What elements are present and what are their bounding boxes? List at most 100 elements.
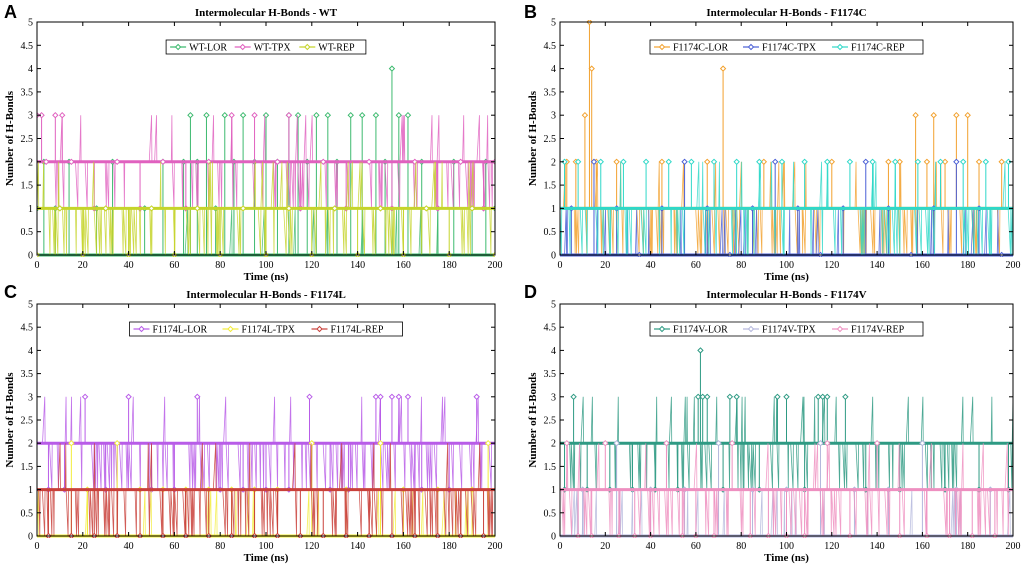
data-point-marker <box>125 393 132 401</box>
y-axis-label: Number of H-Bonds <box>527 90 539 186</box>
data-point-marker <box>194 205 201 212</box>
legend-label: F1174L-LOR <box>153 325 208 336</box>
legend-item[interactable]: F1174L-TPX <box>222 325 296 336</box>
data-point-marker <box>377 439 384 447</box>
x-tick-label: 100 <box>259 541 274 552</box>
legend-label: WT-TPX <box>254 43 292 54</box>
data-point-marker <box>756 158 763 166</box>
panel-letter: C <box>4 282 17 302</box>
data-point-marker <box>473 393 480 401</box>
data-point-marker <box>914 158 922 166</box>
x-tick-label: 140 <box>870 541 885 552</box>
data-point-marker <box>347 111 354 119</box>
x-tick-label: 200 <box>1006 541 1021 552</box>
x-axis-label: Time (ns) <box>244 552 289 564</box>
x-tick-label: 100 <box>259 260 274 271</box>
y-axis-label: Number of H-Bonds <box>4 372 16 468</box>
x-tick-label: 140 <box>350 260 365 271</box>
data-point-marker <box>896 158 903 166</box>
data-point-marker <box>56 205 64 212</box>
y-tick-label: 0 <box>551 532 556 543</box>
y-tick-label: 2 <box>28 439 33 450</box>
y-tick-label: 2 <box>551 439 556 450</box>
y-tick-label: 1.5 <box>21 181 34 192</box>
y-tick-label: 5 <box>551 18 556 29</box>
x-tick-label: 80 <box>736 541 746 552</box>
x-tick-label: 100 <box>779 260 794 271</box>
y-tick-label: 0.5 <box>21 227 34 238</box>
y-tick-label: 4.5 <box>544 41 557 52</box>
x-tick-label: 0 <box>558 260 563 271</box>
x-tick-label: 180 <box>960 541 975 552</box>
data-point-marker <box>783 393 790 401</box>
series-f1174v-rep <box>560 439 1013 538</box>
panel-letter: A <box>4 2 17 22</box>
data-point-marker <box>159 158 167 166</box>
legend-box <box>129 321 403 337</box>
data-point-marker <box>930 111 937 119</box>
data-point-marker <box>824 158 831 166</box>
x-tick-label: 40 <box>646 541 656 552</box>
x-tick-label: 60 <box>691 541 701 552</box>
legend-swatch-marker <box>174 43 182 51</box>
data-point-marker <box>102 205 109 212</box>
data-point-marker <box>975 158 983 166</box>
data-point-marker <box>38 111 45 119</box>
legend-item[interactable]: WT-TPX <box>234 43 292 54</box>
y-tick-label: 5 <box>551 300 556 311</box>
y-tick-label: 1.5 <box>544 181 557 192</box>
legend-item[interactable]: F1174V-LOR <box>654 325 728 336</box>
data-point-marker <box>365 158 373 166</box>
data-point-marker <box>774 393 781 401</box>
data-point-marker <box>468 205 476 212</box>
legend-label: F1174C-REP <box>851 43 905 54</box>
data-point-marker <box>404 393 412 401</box>
legend-swatch-marker <box>836 325 844 333</box>
legend-label: F1174L-REP <box>331 325 384 336</box>
legend-item[interactable]: WT-LOR <box>170 43 227 54</box>
data-point-marker <box>710 158 718 166</box>
data-point-marker <box>824 393 831 401</box>
x-tick-label: 160 <box>915 541 930 552</box>
data-point-marker <box>704 158 711 166</box>
chart-title: Intermolecular H-Bonds - F1174C <box>706 7 866 19</box>
data-point-marker <box>308 439 316 447</box>
x-tick-label: 200 <box>1006 260 1021 271</box>
series-f1174v-lor <box>560 347 1013 493</box>
plot-area <box>560 20 1013 257</box>
y-tick-label: 3 <box>28 392 33 403</box>
x-tick-label: 160 <box>396 541 411 552</box>
y-tick-label: 5 <box>28 18 33 29</box>
legend-item[interactable]: F1174V-REP <box>832 325 905 336</box>
x-tick-label: 120 <box>304 541 319 552</box>
data-point-marker <box>613 158 620 166</box>
legend-item[interactable]: WT-REP <box>299 43 355 54</box>
legend-swatch-marker <box>138 325 145 333</box>
data-point-marker <box>313 111 320 119</box>
legend: F1174C-LOR F1174C-TPX F1174C-REP <box>649 39 924 55</box>
legend-swatch-marker <box>316 325 323 333</box>
plot-area <box>560 347 1013 538</box>
x-tick-label: 180 <box>960 260 975 271</box>
y-tick-label: 1 <box>551 485 556 496</box>
chart-title: Intermolecular H-Bonds - F1174V <box>706 289 866 301</box>
y-tick-label: 4 <box>551 64 556 75</box>
legend-item[interactable]: F1174C-LOR <box>654 43 729 54</box>
legend-item[interactable]: F1174C-REP <box>832 43 905 54</box>
data-point-marker <box>941 158 949 166</box>
data-point-marker <box>912 111 919 119</box>
legend-item[interactable]: F1174L-LOR <box>133 325 208 336</box>
x-tick-label: 140 <box>350 541 365 552</box>
y-tick-label: 4 <box>551 346 556 357</box>
legend-item[interactable]: F1174C-TPX <box>743 43 817 54</box>
legend-swatch-marker <box>239 43 246 51</box>
y-tick-label: 3 <box>551 392 556 403</box>
data-point-marker <box>68 158 75 166</box>
data-point-marker <box>694 393 702 401</box>
x-tick-label: 180 <box>442 260 457 271</box>
legend-item[interactable]: F1174L-REP <box>311 325 384 336</box>
data-point-marker <box>681 158 688 166</box>
data-point-marker <box>715 439 722 447</box>
legend-item[interactable]: F1174V-TPX <box>743 325 816 336</box>
x-tick-label: 160 <box>915 260 930 271</box>
